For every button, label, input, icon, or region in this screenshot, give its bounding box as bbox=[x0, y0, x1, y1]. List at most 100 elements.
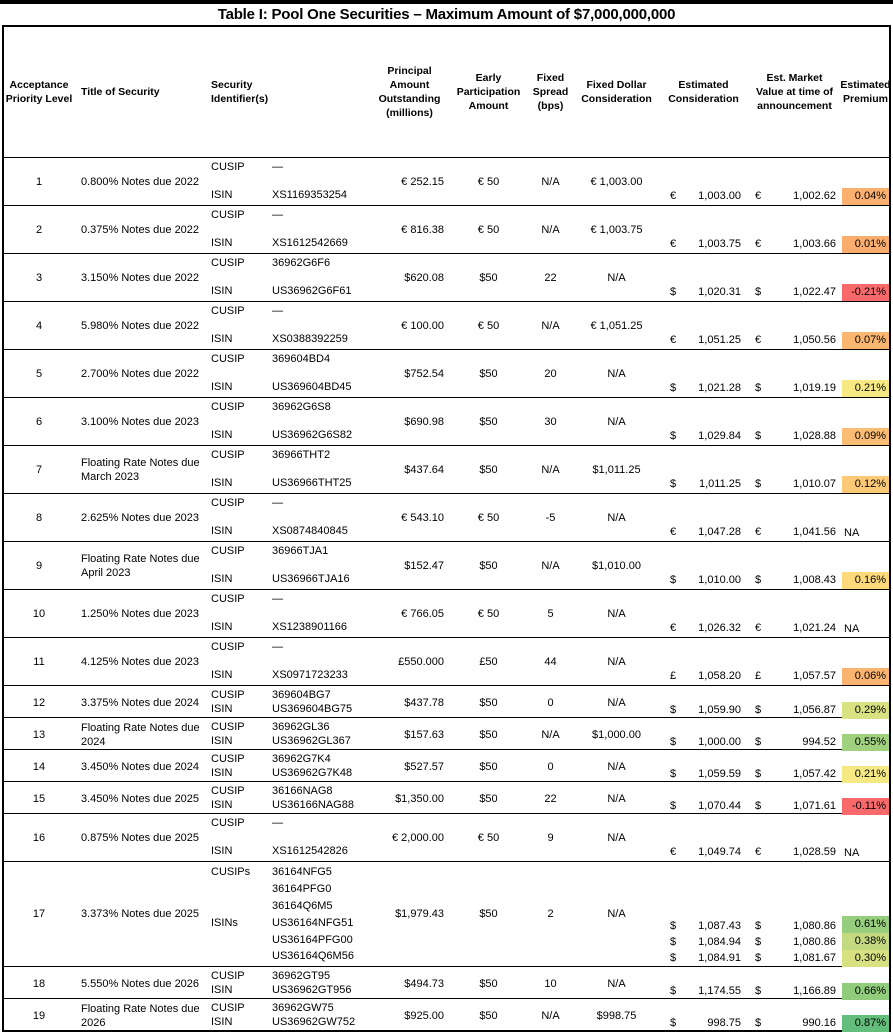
identifier-type: ISIN bbox=[211, 333, 233, 345]
currency-symbol: $ bbox=[755, 800, 762, 812]
est-market-value: €1,028.59 bbox=[747, 814, 842, 861]
amount-value: 1,058.20 bbox=[698, 670, 741, 682]
identifier-row: ISIN US36166NAG88 bbox=[211, 798, 370, 812]
currency-symbol: € bbox=[670, 238, 677, 250]
amount-value: 994.52 bbox=[802, 736, 836, 748]
estimated-consideration-line: $1,174.55 bbox=[670, 982, 741, 998]
fixed-dollar-consideration: $1,010.00 bbox=[592, 559, 641, 572]
estimated-premium: 0.55% bbox=[842, 718, 889, 751]
identifier-type: CUSIP bbox=[211, 785, 245, 797]
currency-symbol: £ bbox=[755, 670, 762, 682]
currency-symbol: € bbox=[670, 846, 677, 858]
est-market-value: $1,028.88 bbox=[747, 398, 842, 445]
acceptance-priority-level: 7 bbox=[35, 463, 43, 476]
currency-symbol: $ bbox=[755, 768, 762, 780]
identifier-value: 36966THT2 bbox=[272, 449, 331, 461]
identifier-row: ISIN XS0388392259 bbox=[211, 332, 370, 346]
identifier-row: ISINs US36164NFG51 bbox=[211, 914, 370, 931]
estimated-premium: 0.66% bbox=[842, 967, 889, 1000]
security-identifiers: CUSIP — ISIN XS0874840845 bbox=[204, 494, 370, 541]
currency-symbol: $ bbox=[755, 951, 762, 964]
fixed-dollar-consideration: $1,011.25 bbox=[592, 463, 641, 476]
currency-symbol: $ bbox=[670, 478, 677, 490]
identifier-value: XS0388392259 bbox=[272, 333, 348, 345]
currency-symbol: $ bbox=[670, 1017, 677, 1029]
amount-value: 1,050.56 bbox=[793, 334, 836, 346]
table-row: 19 Floating Rate Notes due 2026 CUSIP 36962… bbox=[4, 998, 889, 1032]
security-title: 5.980% Notes due 2022 bbox=[81, 319, 200, 332]
estimated-consideration: $1,010.00 bbox=[660, 542, 747, 589]
identifier-type: ISIN bbox=[211, 845, 233, 857]
principal-amount-outstanding: $1,979.43 bbox=[395, 908, 444, 921]
fixed-spread-bps: 0 bbox=[547, 760, 554, 773]
fixed-dollar-consideration: N/A bbox=[607, 831, 626, 844]
identifier-row: CUSIP — bbox=[211, 208, 370, 222]
estimated-consideration-line: $1,084.91 bbox=[670, 949, 741, 965]
security-identifiers: CUSIP — ISIN XS0971723233 bbox=[204, 638, 370, 685]
fixed-spread-bps: N/A bbox=[541, 319, 560, 332]
fixed-spread-bps: N/A bbox=[541, 463, 560, 476]
fixed-dollar-consideration: N/A bbox=[607, 908, 626, 921]
estimated-premium: 0.21% bbox=[842, 750, 889, 783]
premium-value: NA bbox=[844, 847, 860, 859]
currency-symbol: $ bbox=[670, 286, 677, 298]
identifier-row: 36164Q6M5 bbox=[211, 898, 370, 915]
premium-value: 0.01% bbox=[842, 236, 889, 253]
identifier-row: CUSIP — bbox=[211, 592, 370, 606]
identifier-value: US36962G6S82 bbox=[272, 429, 353, 441]
security-title: 3.373% Notes due 2025 bbox=[81, 908, 200, 921]
early-participation-amount: $50 bbox=[479, 696, 498, 709]
col-header-early-participation: Early Participation Amount bbox=[449, 27, 528, 157]
fixed-dollar-consideration: N/A bbox=[607, 655, 626, 668]
principal-amount-outstanding: $494.73 bbox=[404, 977, 444, 990]
estimated-consideration-line: £1,058.20 bbox=[670, 667, 741, 683]
col-header-fixed-spread: Fixed Spread (bps) bbox=[528, 27, 573, 157]
identifier-row: ISIN US36962G7K48 bbox=[211, 766, 370, 780]
estimated-consideration-line: $1,059.90 bbox=[670, 701, 741, 717]
identifier-row: CUSIP 36166NAG8 bbox=[211, 784, 370, 798]
currency-symbol: € bbox=[755, 622, 762, 634]
identifier-type: CUSIP bbox=[211, 209, 245, 221]
estimated-consideration-line: €1,026.32 bbox=[670, 619, 741, 635]
identifier-type: CUSIP bbox=[211, 753, 245, 765]
table-row: 16 0.875% Notes due 2025 CUSIP — ISIN XS16125… bbox=[4, 813, 889, 861]
amount-value: 1,071.61 bbox=[793, 800, 836, 812]
col-header-estimated-premium: Estimated Premium bbox=[840, 27, 890, 157]
security-identifiers: CUSIP — ISIN XS0388392259 bbox=[204, 302, 370, 349]
acceptance-priority-level: 14 bbox=[32, 760, 46, 773]
amount-value: 1,002.62 bbox=[793, 190, 836, 202]
security-title: Floating Rate Notes due March 2023 bbox=[81, 456, 200, 483]
premium-value: 0.04% bbox=[842, 188, 889, 205]
identifier-row: CUSIP 369604BG7 bbox=[211, 688, 370, 702]
currency-symbol: € bbox=[755, 190, 762, 202]
identifier-value: 36164Q6M5 bbox=[272, 899, 333, 912]
amount-value: 1,059.59 bbox=[698, 768, 741, 780]
identifier-row: 36164PFG0 bbox=[211, 881, 370, 898]
est-market-value-line: $1,057.42 bbox=[755, 765, 836, 781]
identifier-type: CUSIP bbox=[211, 497, 245, 509]
currency-symbol: $ bbox=[755, 574, 762, 586]
fixed-dollar-consideration: N/A bbox=[607, 607, 626, 620]
fixed-dollar-consideration: $998.75 bbox=[596, 1009, 637, 1022]
identifier-value: — bbox=[272, 497, 283, 509]
fixed-dollar-consideration: N/A bbox=[607, 415, 626, 428]
table-header: Acceptance Priority Level Title of Secur… bbox=[4, 27, 891, 157]
principal-amount-outstanding: $157.63 bbox=[404, 728, 444, 741]
security-identifiers: CUSIP 369604BD4 ISIN US369604BD45 bbox=[204, 350, 370, 397]
acceptance-priority-level: 9 bbox=[35, 559, 43, 572]
identifier-value: 36166NAG8 bbox=[272, 785, 333, 797]
security-identifiers: CUSIP 36962GT95 ISIN US36962GT956 bbox=[204, 967, 370, 1000]
security-identifiers: CUSIP 36966TJA1 ISIN US36966TJA16 bbox=[204, 542, 370, 589]
premium-value: 0.09% bbox=[842, 428, 889, 445]
identifier-type: ISIN bbox=[211, 525, 233, 537]
est-market-value: €1,002.62 bbox=[747, 158, 842, 205]
amount-value: 1,041.56 bbox=[793, 526, 836, 538]
estimated-consideration: €1,049.74 bbox=[660, 814, 747, 861]
estimated-premium: 0.16% bbox=[842, 542, 889, 589]
amount-value: 1,000.00 bbox=[698, 736, 741, 748]
col-header-security-identifiers: Security Identifier(s) bbox=[204, 27, 370, 157]
estimated-premium: -0.11% bbox=[842, 782, 889, 815]
security-identifiers: CUSIP 36962G6F6 ISIN US36962G6F61 bbox=[204, 254, 370, 301]
security-identifiers: CUSIP 36962G6S8 ISIN US36962G6S82 bbox=[204, 398, 370, 445]
identifier-type: ISIN bbox=[211, 189, 233, 201]
